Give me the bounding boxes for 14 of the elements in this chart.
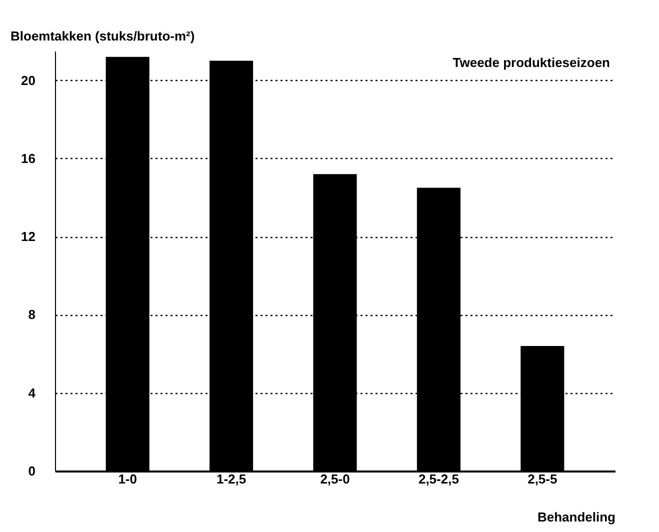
y-tick-label: 16 [21, 150, 36, 166]
y-tick-label: 0 [28, 464, 36, 478]
y-tick-label: 12 [21, 229, 36, 244]
x-tick-label: 1-2,5 [216, 472, 246, 486]
annotation: Tweede produktieseizoen [452, 55, 610, 70]
y-tick-label: 8 [28, 307, 36, 322]
x-tick-label: 2,5-5 [528, 472, 558, 486]
y-axis-title: Bloemtakken (stuks/bruto-m²) [10, 28, 195, 44]
x-tick-label: 2,5-2,5 [418, 472, 459, 486]
y-tick-label: 4 [28, 385, 36, 400]
y-tick-label: 20 [21, 72, 36, 88]
x-tick-label: 2,5-0 [320, 472, 350, 486]
x-axis-title: Behandeling [537, 510, 616, 524]
x-tick-label: 1-0 [118, 472, 137, 486]
